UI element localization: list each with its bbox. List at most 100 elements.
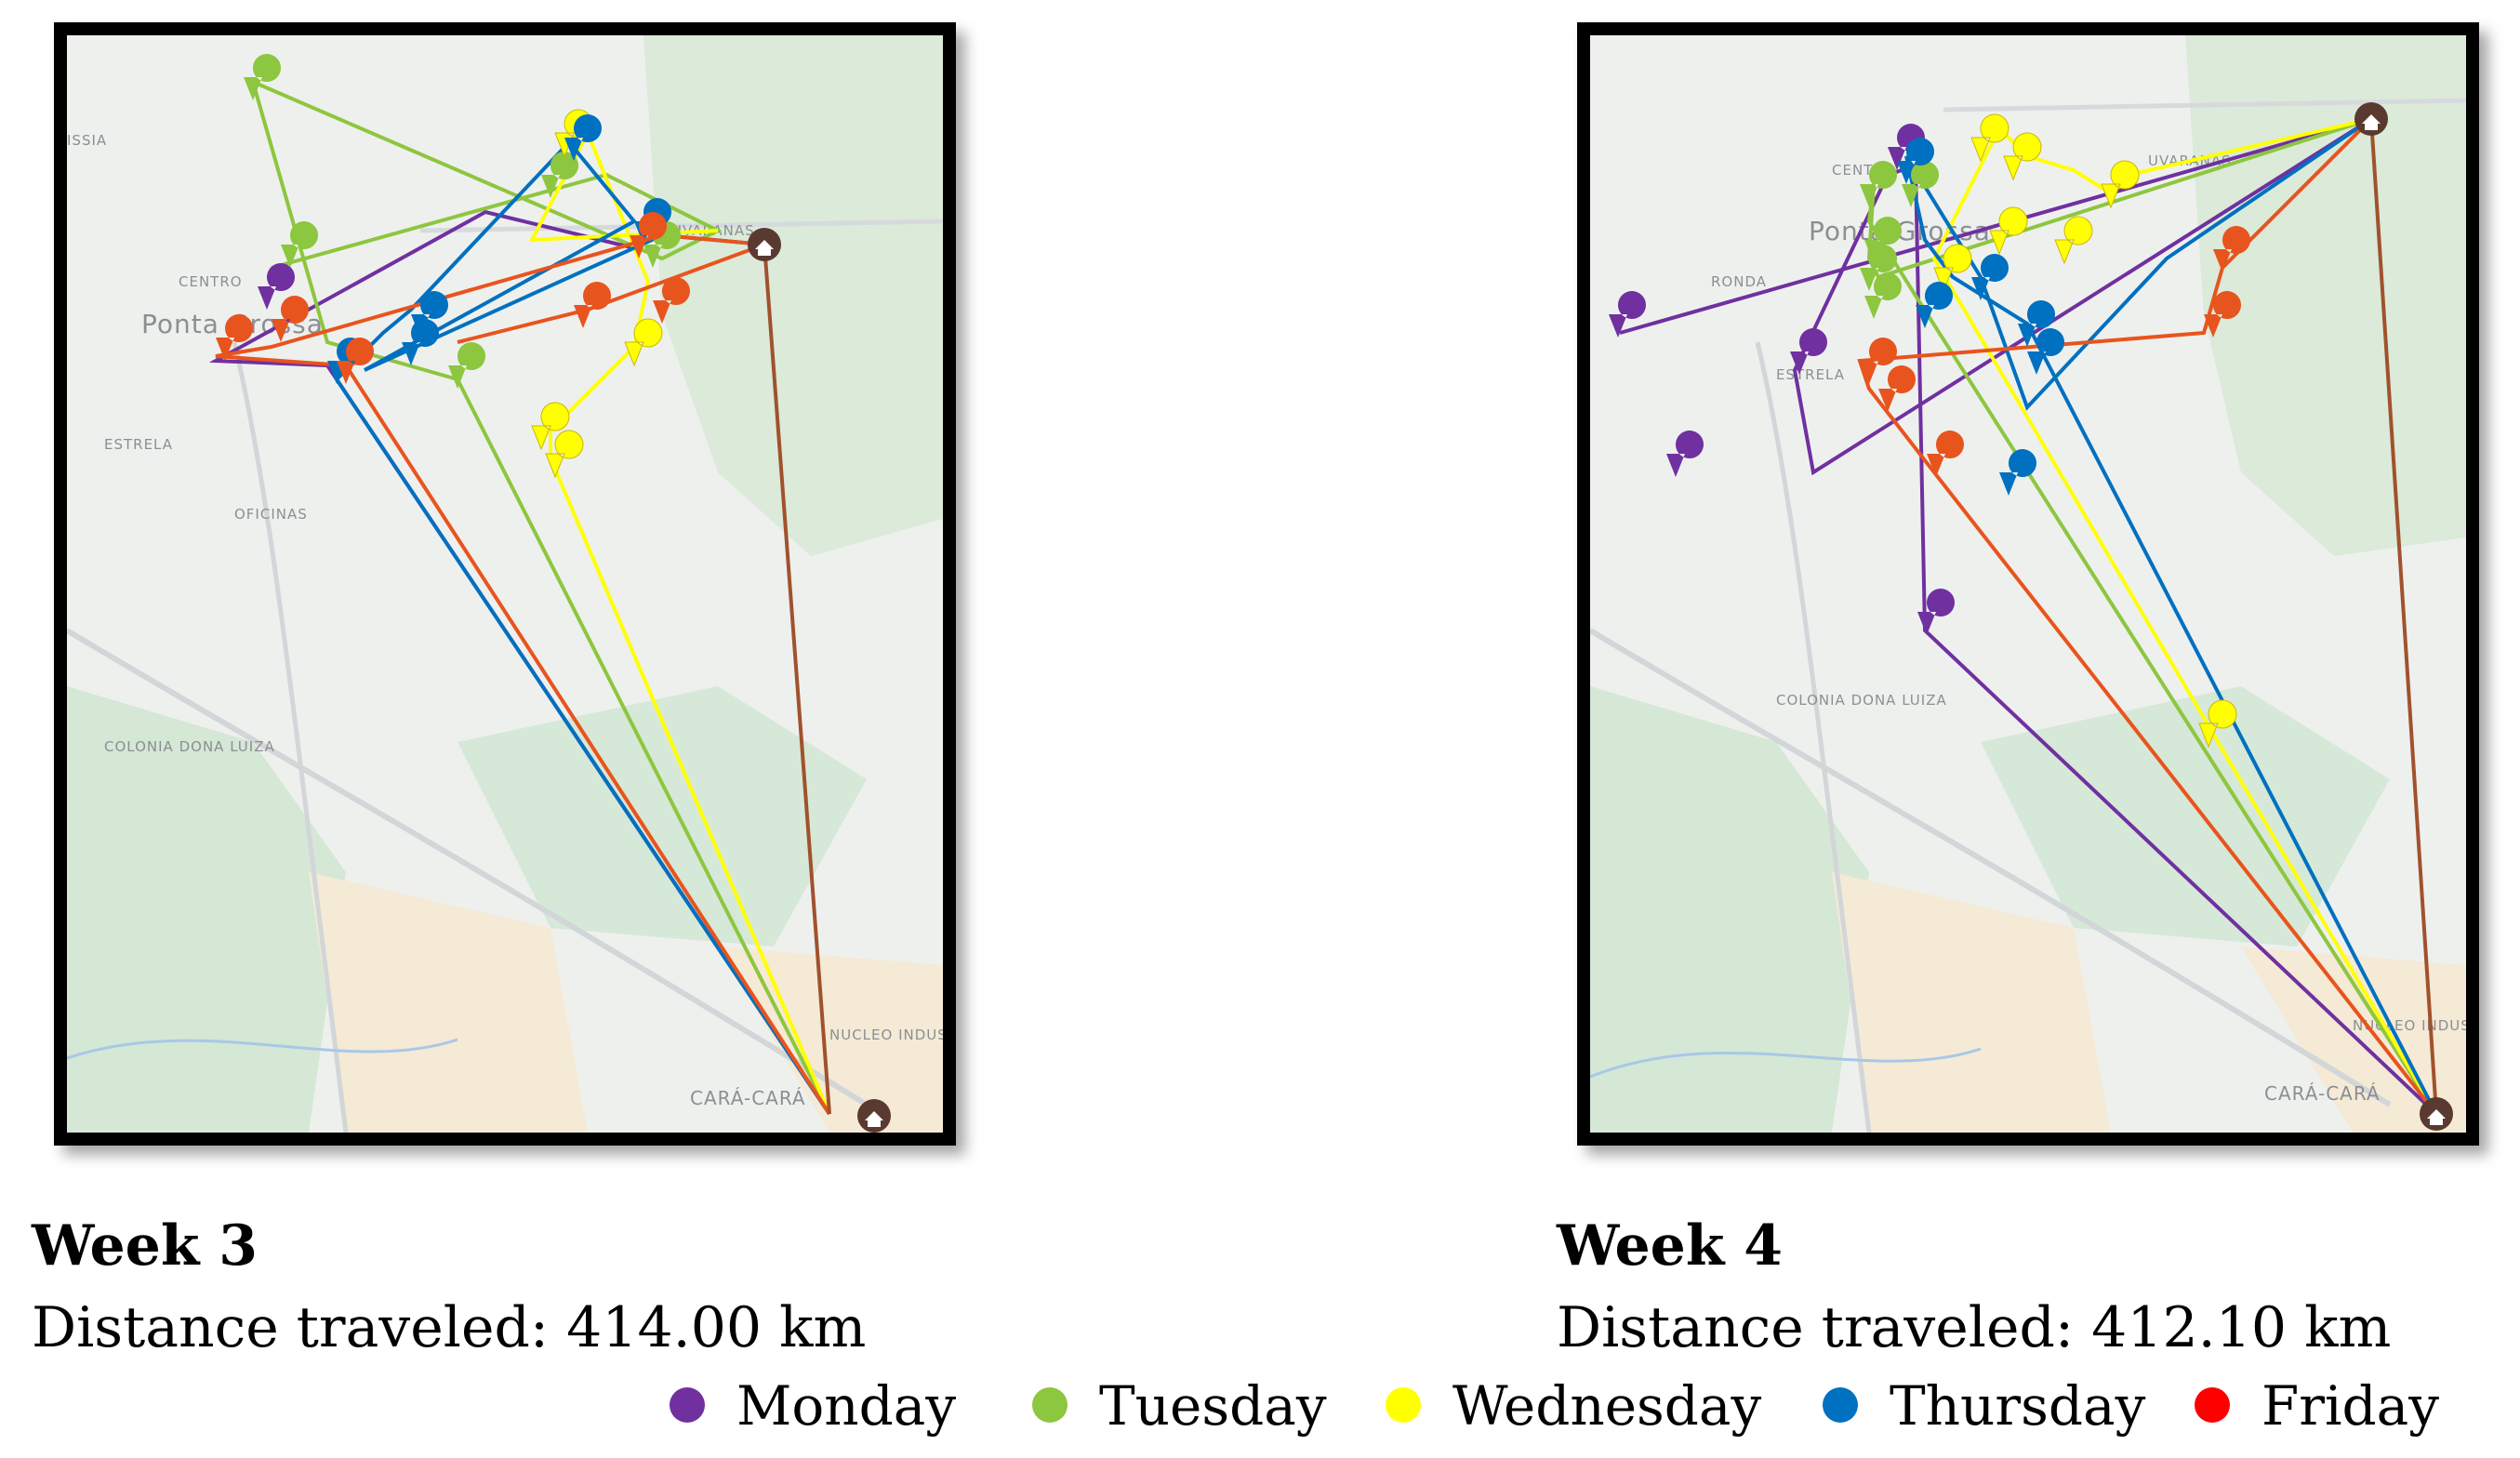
green-area [1590,686,1869,1133]
map-pin-icon [2204,291,2241,338]
map-label: COLONIA DONA LUIZA [1776,692,1947,709]
map-pin-icon [281,221,318,268]
house-icon [857,1099,891,1133]
map-label: NUCLEO INDUSTRIAL [829,1027,943,1043]
map-pin-icon [1888,124,1925,170]
week-4-map: CENTRO Ponta Grossa RONDA ESTRELA COLONI… [1577,22,2479,1146]
week-4-map-canvas: CENTRO Ponta Grossa RONDA ESTRELA COLONI… [1590,35,2466,1133]
river-line [1590,1047,1982,1079]
map-label: ESTRELA [1776,366,1845,383]
map-label: CENTRO [179,273,243,290]
map-pin-icon [1917,589,1955,635]
route-tuesday [249,78,831,1115]
map-pin-icon [2101,160,2140,209]
week-4-markers [1609,102,2453,1131]
sand-area [718,947,943,1133]
map-pin-icon [1916,282,1953,328]
map-label: ESTRELA [104,436,173,453]
thursday-dot-icon [1823,1387,1858,1423]
map-pin-icon [564,114,602,161]
map-label: ISSIA [67,132,107,149]
map-pin-icon [1860,338,1897,384]
tuesday-dot-icon [1032,1387,1068,1423]
map-pin-icon [1927,431,1964,477]
map-pin-icon [1999,449,2036,496]
map-pin-icon [1970,113,2009,163]
map-pin-icon [402,319,439,365]
map-pin-icon [1609,291,1646,338]
highway-line [232,341,349,1133]
map-pin-icon [2018,300,2055,347]
legend-label: Tuesday [1099,1374,1327,1438]
map-pin-icon [2054,216,2093,265]
map-pin-icon [653,277,690,324]
map-pin-icon [545,430,584,479]
map-pin-icon [574,282,611,328]
green-area [643,35,943,556]
highway-line [67,628,869,1107]
green-area [2185,35,2466,556]
legend-label: Monday [736,1374,957,1438]
map-pin-icon [2003,132,2042,181]
map-pin-icon [1864,272,1902,319]
map-pin-icon [1902,161,1939,207]
route-monday [1619,117,2438,1116]
map-pin-icon [2027,328,2064,375]
highway-line [1755,341,1872,1133]
map-pin-icon [1860,161,1897,207]
route-depot-link [2369,118,2438,1115]
week-3-map-canvas: ISSIA CENTRO Ponta Grossa ESTRELA OFICIN… [67,35,943,1133]
monday-dot-icon [670,1387,705,1423]
wednesday-dot-icon [1386,1387,1421,1423]
map-pin-icon [448,342,485,389]
map-label: OFICINAS [234,506,308,523]
route-friday [215,232,831,1116]
road-line [419,219,943,233]
legend-label: Wednesday [1452,1374,1762,1438]
sand-area [1832,872,2111,1133]
river-line [67,1038,458,1060]
map-label: RONDA [1711,273,1767,290]
map-pin-icon [1933,244,1972,293]
map-pin-icon [2198,699,2237,749]
map-pin-icon [531,402,570,451]
map-pin-icon [541,152,578,198]
week-3-map: ISSIA CENTRO Ponta Grossa ESTRELA OFICIN… [54,22,956,1146]
map-pin-icon [337,338,374,384]
map-pin-icon [244,54,281,100]
green-area [458,686,867,947]
map-pin-icon [216,314,253,361]
house-icon [2354,102,2388,136]
map-pin-icon [1971,254,2009,300]
week-3-markers [216,54,891,1133]
map-pin-icon [643,221,681,268]
map-label: COLONIA DONA LUIZA [104,738,275,755]
route-thursday [1904,117,2438,1115]
map-pin-icon [272,296,309,342]
map-pin-icon [1878,365,1916,412]
friday-dot-icon [2195,1387,2230,1423]
sand-area [309,872,588,1133]
sand-area [2241,947,2466,1133]
map-pin-icon [1666,431,1704,477]
map-pin-icon [1790,328,1827,375]
map-label: CARÁ-CARÁ [690,1087,806,1109]
map-pin-icon [258,263,295,310]
map-label: CARÁ-CARÁ [2264,1082,2381,1105]
map-pin-icon [630,212,667,258]
legend-label: Thursday [1890,1374,2146,1438]
week-4-title: Week 4 [1557,1213,1784,1279]
week-3-title: Week 3 [32,1213,259,1279]
map-pin-icon [2213,226,2250,272]
map-pin-icon [1860,245,1897,291]
week-4-distance: Distance traveled: 412.10 km [1557,1295,2392,1360]
house-icon [2420,1097,2453,1131]
map-pin-icon [1897,138,1934,184]
green-area [67,686,346,1133]
map-pin-icon [624,318,663,367]
map-pin-icon [1989,206,2028,256]
house-icon [748,228,781,261]
road-line [1943,98,2466,113]
route-depot-link [763,244,831,1115]
legend-label: Friday [2261,1374,2439,1438]
